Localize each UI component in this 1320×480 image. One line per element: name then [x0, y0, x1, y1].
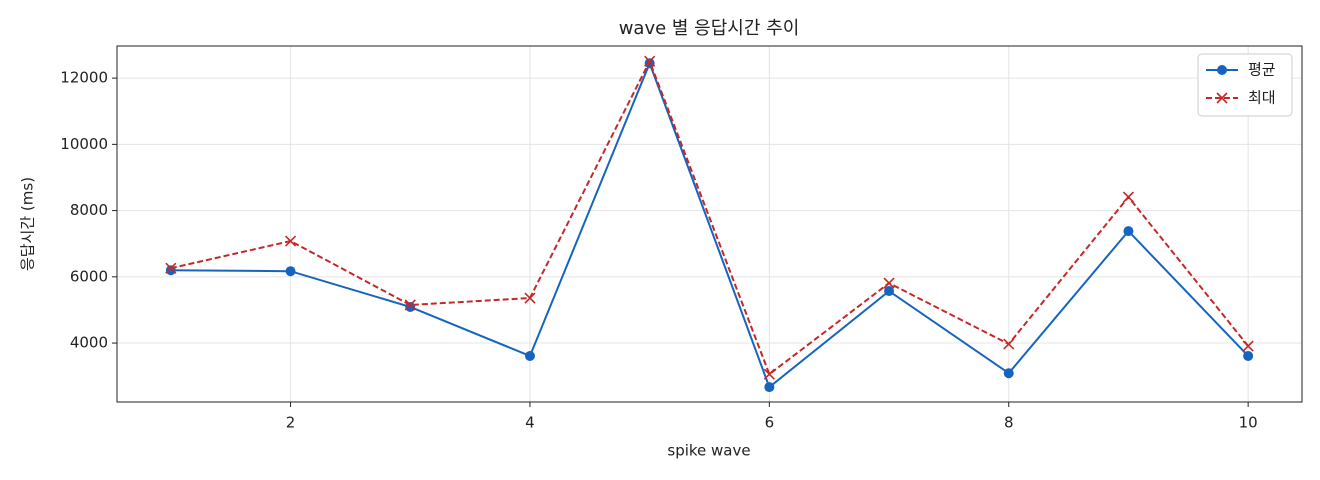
x-tick-label: 10 [1239, 414, 1258, 432]
y-tick-label: 6000 [70, 267, 108, 285]
point [763, 368, 775, 380]
chart-title: wave 별 응답시간 추이 [619, 18, 800, 39]
x-tick-label: 2 [286, 414, 296, 432]
point [284, 235, 297, 247]
legend-marker [1217, 65, 1227, 75]
point [1243, 350, 1254, 361]
x-tick-label: 6 [765, 414, 775, 432]
x-axis-label: spike wave [667, 442, 750, 460]
y-tick-label: 8000 [70, 201, 108, 219]
point [1003, 368, 1014, 379]
point [764, 382, 775, 393]
y-tick-label: 4000 [70, 334, 108, 352]
point [883, 277, 895, 289]
legend-label: 평균 [1248, 61, 1276, 79]
x-tick-label: 4 [525, 414, 535, 432]
y-tick-label: 12000 [60, 69, 108, 87]
point [285, 266, 296, 277]
series-line [170, 58, 1249, 376]
point [165, 262, 177, 274]
legend-marker [1216, 92, 1228, 104]
legend-label: 최대 [1248, 89, 1276, 107]
point [1003, 338, 1015, 350]
point [884, 286, 895, 297]
legend-box [1197, 53, 1293, 117]
y-axis-label: 응답시간 (ms) [19, 177, 37, 271]
point [1242, 340, 1254, 352]
series-line [170, 60, 1249, 389]
point [1123, 226, 1134, 237]
plot-frame [116, 45, 1303, 403]
y-tick-label: 10000 [60, 135, 108, 153]
point [1122, 191, 1135, 203]
point [524, 350, 535, 361]
x-tick-label: 8 [1004, 414, 1014, 432]
point [644, 55, 656, 67]
point [524, 292, 536, 304]
point [404, 299, 416, 311]
